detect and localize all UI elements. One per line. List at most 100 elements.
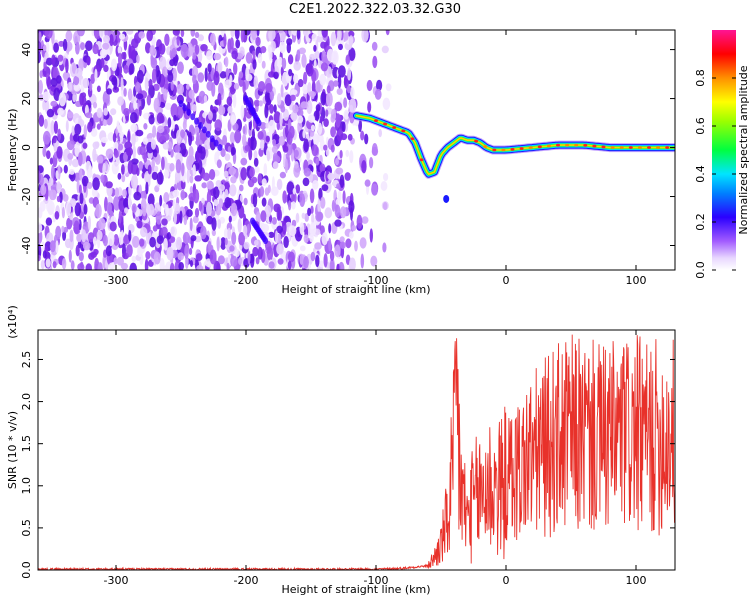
heatmap-cell bbox=[299, 245, 306, 252]
heatmap-cell bbox=[170, 226, 178, 237]
heatmap-cell bbox=[161, 156, 165, 171]
heatmap-cell bbox=[86, 168, 93, 179]
heatmap-cell bbox=[196, 264, 204, 270]
heatmap-cell bbox=[121, 174, 126, 183]
heatmap-cell bbox=[157, 125, 165, 134]
heatmap-cell bbox=[119, 33, 126, 40]
x-axis-ticks: -300 -200 -100 0 100 bbox=[104, 330, 647, 587]
heatmap-cell bbox=[330, 108, 337, 122]
heatmap-cell bbox=[148, 78, 153, 88]
heatmap-signal-track bbox=[352, 111, 675, 203]
heatmap-cell bbox=[129, 262, 137, 270]
heatmap-cell bbox=[69, 198, 77, 208]
heatmap-cell bbox=[43, 118, 48, 129]
heatmap-cell bbox=[247, 178, 255, 188]
heatmap-cell bbox=[217, 61, 223, 74]
heatmap-cell bbox=[209, 135, 215, 143]
heatmap-cell bbox=[269, 104, 274, 114]
heatmap-cell bbox=[329, 258, 335, 270]
heatmap-cell bbox=[196, 132, 201, 147]
heatmap-cell bbox=[290, 89, 298, 96]
heatmap-cell bbox=[145, 42, 151, 54]
heatmap-cell bbox=[257, 173, 262, 184]
heatmap-cell bbox=[184, 244, 189, 260]
heatmap-cell bbox=[268, 30, 276, 41]
heatmap-cell bbox=[107, 231, 115, 247]
heatmap-cell bbox=[369, 157, 374, 169]
heatmap-cell bbox=[189, 175, 194, 184]
colorbar-ticks: 0.0 0.2 0.4 0.6 0.8 bbox=[694, 69, 736, 279]
heatmap-cell bbox=[290, 94, 296, 102]
heatmap-cell bbox=[230, 255, 238, 267]
heatmap-cell bbox=[128, 44, 132, 59]
heatmap-cell bbox=[335, 167, 344, 175]
heatmap-cell bbox=[296, 30, 301, 40]
heatmap-cell bbox=[172, 199, 176, 210]
y-tick-label: -40 bbox=[20, 237, 33, 255]
heatmap-cell bbox=[334, 101, 343, 112]
heatmap-cell bbox=[180, 30, 185, 38]
heatmap-cell bbox=[234, 248, 240, 258]
heatmap-cell bbox=[167, 141, 173, 152]
heatmap-cell bbox=[339, 241, 346, 249]
heatmap-cell bbox=[99, 30, 105, 39]
heatmap-cell bbox=[113, 234, 119, 246]
heatmap-cell bbox=[279, 171, 286, 179]
heatmap-cell bbox=[152, 125, 157, 138]
heatmap-cell bbox=[306, 100, 313, 115]
signal-blob bbox=[443, 194, 450, 203]
heatmap-cell bbox=[344, 172, 351, 181]
heatmap-cell bbox=[149, 236, 157, 248]
heatmap-cell bbox=[56, 146, 63, 159]
heatmap-cell bbox=[342, 190, 346, 204]
heatmap-cell bbox=[164, 102, 172, 110]
heatmap-cell bbox=[213, 199, 219, 207]
heatmap-cell bbox=[282, 190, 287, 204]
heatmap-cell bbox=[62, 38, 68, 52]
heatmap-cell bbox=[211, 217, 217, 231]
heatmap-cell bbox=[38, 31, 42, 42]
snr-panel: -300 -200 -100 0 100 0.0 0.5 1.0 1.5 2.0 2.5 Heig… bbox=[6, 305, 676, 596]
heatmap-cell bbox=[260, 46, 267, 54]
heatmap-cell bbox=[288, 200, 292, 211]
heatmap-cell bbox=[371, 41, 378, 51]
heatmap-cell bbox=[43, 44, 47, 52]
heatmap-cell bbox=[288, 225, 297, 237]
heatmap-cell bbox=[335, 198, 341, 206]
heatmap-cell bbox=[275, 32, 281, 48]
heatmap-cell bbox=[169, 162, 175, 172]
heatmap-cell bbox=[172, 189, 180, 198]
heatmap-cell bbox=[287, 251, 295, 263]
heatmap-cell bbox=[118, 143, 124, 151]
heatmap-cell bbox=[42, 100, 46, 111]
heatmap-cell bbox=[146, 94, 152, 106]
heatmap-cell bbox=[68, 82, 73, 92]
heatmap-cell bbox=[162, 142, 169, 150]
y-tick-label: 0.0 bbox=[20, 561, 33, 579]
signal-peak bbox=[656, 146, 661, 149]
heatmap-cell bbox=[110, 108, 117, 116]
heatmap-cell bbox=[345, 238, 352, 249]
signal-peak bbox=[392, 126, 397, 129]
heatmap-cell bbox=[92, 148, 97, 162]
heatmap-cell bbox=[169, 59, 176, 67]
heatmap-cell bbox=[268, 46, 273, 62]
heatmap-cell bbox=[265, 82, 273, 93]
heatmap-cell bbox=[325, 109, 329, 117]
heatmap-cell bbox=[334, 204, 341, 218]
heatmap-cell bbox=[173, 114, 177, 122]
heatmap-cell bbox=[261, 60, 266, 69]
heatmap-cell bbox=[230, 114, 236, 125]
heatmap-cell bbox=[255, 36, 261, 47]
heatmap-cell bbox=[150, 139, 157, 150]
signal-peak bbox=[610, 146, 615, 149]
heatmap-cell bbox=[66, 140, 75, 151]
heatmap-cell bbox=[153, 165, 159, 173]
plot-frame bbox=[37, 329, 676, 571]
signal-peak bbox=[665, 146, 670, 149]
signal-peak bbox=[483, 145, 488, 148]
heatmap-cell bbox=[132, 235, 140, 248]
heatmap-cell bbox=[260, 210, 267, 223]
heatmap-cell bbox=[145, 181, 149, 195]
heatmap-cell bbox=[278, 56, 283, 65]
